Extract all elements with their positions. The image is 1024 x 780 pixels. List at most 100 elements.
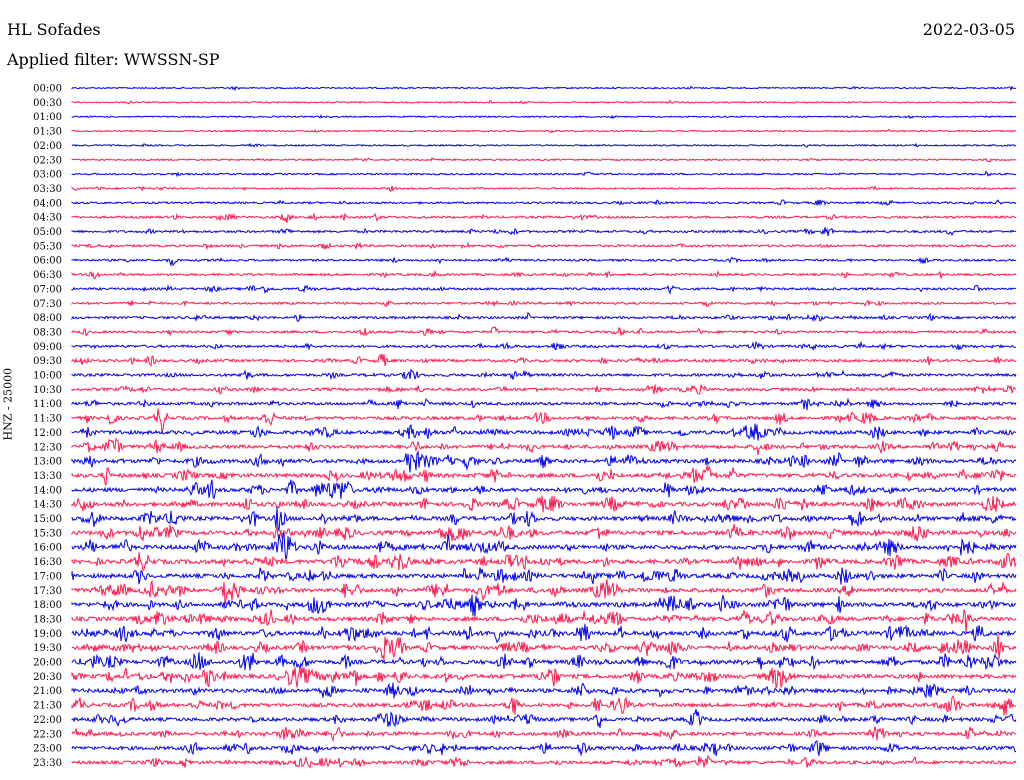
trace-line <box>71 170 1017 178</box>
row-time-label: 17:30 <box>33 586 62 597</box>
trace-line <box>71 567 1017 585</box>
trace-line <box>71 465 1017 486</box>
trace-line <box>71 532 1017 560</box>
row-time-label: 15:30 <box>33 528 62 539</box>
row-time-label: 20:30 <box>33 672 62 683</box>
trace-line <box>71 552 1017 572</box>
trace-line <box>71 368 1017 381</box>
row-time-label: 21:30 <box>33 701 62 712</box>
row-time-label: 23:30 <box>33 758 62 769</box>
row-time-label: 14:30 <box>33 500 62 511</box>
row-time-label: 07:30 <box>33 299 62 310</box>
trace-line <box>71 353 1017 367</box>
trace-line <box>71 397 1017 411</box>
trace-line <box>71 142 1017 148</box>
trace-line <box>71 114 1017 120</box>
trace-line <box>71 634 1017 660</box>
trace-line <box>71 157 1017 162</box>
trace-line <box>71 740 1017 757</box>
row-time-label: 19:00 <box>33 629 62 640</box>
trace-line <box>71 695 1017 716</box>
row-time-label: 16:00 <box>33 543 62 554</box>
trace-line <box>71 593 1017 617</box>
row-time-label: 22:30 <box>33 729 62 740</box>
trace-line <box>71 185 1017 193</box>
row-time-label: 10:00 <box>33 371 62 382</box>
trace-line <box>71 128 1017 133</box>
row-time-label: 11:00 <box>33 399 62 410</box>
row-time-label: 06:00 <box>33 256 62 267</box>
trace-line <box>71 437 1017 456</box>
row-time-label: 18:00 <box>33 600 62 611</box>
trace-line <box>71 340 1017 352</box>
trace-line <box>71 326 1017 337</box>
trace-line <box>71 708 1017 729</box>
trace-line <box>71 85 1017 92</box>
trace-line <box>71 212 1017 224</box>
row-time-label: 12:30 <box>33 442 62 453</box>
trace-line <box>71 284 1017 295</box>
trace-line <box>71 256 1016 267</box>
row-time-label: 04:00 <box>33 198 62 209</box>
row-time-label: 16:30 <box>33 557 62 568</box>
row-time-label: 13:30 <box>33 471 62 482</box>
row-time-label: 22:00 <box>33 715 62 726</box>
row-time-label: 09:30 <box>33 356 62 367</box>
trace-line <box>71 408 1017 434</box>
trace-line <box>71 227 1017 237</box>
row-time-label: 19:30 <box>33 643 62 654</box>
row-time-label: 15:00 <box>33 514 62 525</box>
station-title: HL Sofades <box>7 20 101 39</box>
row-time-label: 13:00 <box>33 457 62 468</box>
row-time-label: 08:00 <box>33 313 62 324</box>
row-time-label: 03:00 <box>33 170 62 181</box>
trace-line <box>71 495 1017 513</box>
row-time-label: 14:00 <box>33 485 62 496</box>
row-time-label: 17:00 <box>33 571 62 582</box>
trace-line <box>71 423 1017 441</box>
row-time-label: 00:00 <box>33 84 62 95</box>
trace-line <box>71 199 1017 207</box>
row-time-label: 09:00 <box>33 342 62 353</box>
row-time-label: 12:00 <box>33 428 62 439</box>
trace-line <box>71 479 1017 500</box>
row-time-label: 20:00 <box>33 658 62 669</box>
date-label: 2022-03-05 <box>922 20 1015 39</box>
trace-rows: 00:00 00:30 01:00 01:30 02:00 02:30 03:00 03:30… <box>33 84 1017 769</box>
row-time-label: 07:00 <box>33 284 62 295</box>
trace-line <box>71 99 1017 105</box>
filter-label: Applied filter: WWSSN-SP <box>7 50 220 69</box>
row-time-label: 05:30 <box>33 241 62 252</box>
row-time-label: 11:30 <box>33 414 62 425</box>
trace-line <box>71 725 1017 743</box>
trace-line <box>71 666 1017 689</box>
row-time-label: 01:00 <box>33 112 62 123</box>
row-time-label: 01:30 <box>33 127 62 138</box>
trace-line <box>71 682 1017 699</box>
trace-line <box>71 299 1017 308</box>
row-time-label: 03:30 <box>33 184 62 195</box>
trace-line <box>71 241 1017 251</box>
row-time-label: 18:30 <box>33 614 62 625</box>
trace-line <box>71 652 1017 671</box>
row-time-label: 05:00 <box>33 227 62 238</box>
trace-line <box>71 523 1017 542</box>
trace-line <box>71 450 1017 473</box>
trace-line <box>71 623 1017 644</box>
row-time-label: 04:30 <box>33 213 62 224</box>
row-time-label: 10:30 <box>33 385 62 396</box>
row-time-label: 02:30 <box>33 155 62 166</box>
row-time-label: 23:00 <box>33 744 62 755</box>
row-time-label: 00:30 <box>33 98 62 109</box>
trace-line <box>71 608 1017 633</box>
row-time-label: 02:00 <box>33 141 62 152</box>
trace-line <box>71 269 1017 280</box>
trace-line <box>71 754 1017 769</box>
trace-line <box>71 311 1017 323</box>
row-time-label: 06:30 <box>33 270 62 281</box>
trace-line <box>71 579 1017 605</box>
row-time-label: 08:30 <box>33 327 62 338</box>
trace-line <box>71 384 1017 395</box>
row-time-label: 21:00 <box>33 686 62 697</box>
